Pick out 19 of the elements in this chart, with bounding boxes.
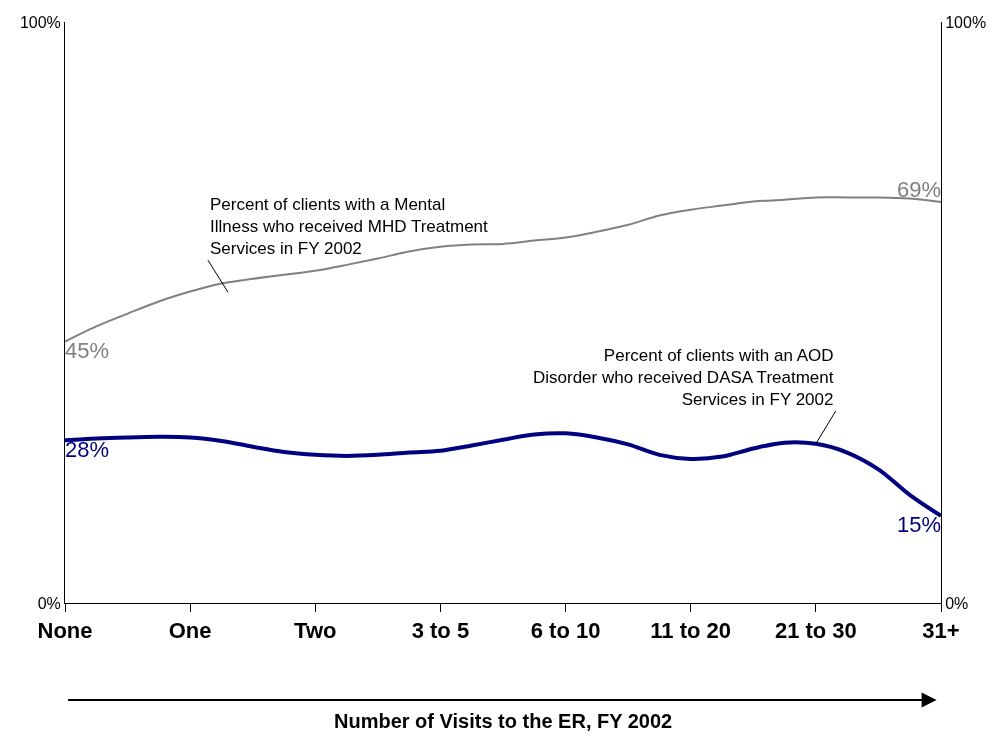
annotation: Percent of clients with a Mental Illness who received MHD Treatment Services in FY 2002 bbox=[210, 195, 489, 259]
x-tick-label: 11 to 20 bbox=[650, 618, 732, 644]
data-label: 15% bbox=[896, 512, 941, 538]
y2-tick-label: 100% bbox=[19, 13, 61, 31]
x-tick-label: One bbox=[168, 618, 212, 644]
data-label: 45% bbox=[65, 338, 110, 364]
data-label: 69% bbox=[896, 176, 941, 202]
x-tick-label: 6 to 10 bbox=[530, 618, 601, 644]
x-tick-label: None bbox=[37, 618, 93, 644]
annotation: Percent of clients with an AOD Disorder who received DASA Treatment Services in FY 2002 bbox=[533, 346, 834, 410]
line-series bbox=[65, 431, 941, 518]
x-tick-label: Two bbox=[294, 618, 337, 644]
x-tick-label: 31+ bbox=[922, 618, 960, 644]
line-series bbox=[65, 196, 941, 343]
x-tick-label: 3 to 5 bbox=[411, 618, 470, 644]
data-label: 28% bbox=[65, 436, 110, 462]
x-axis-title: Number of Visits to the ER, FY 2002 bbox=[334, 710, 673, 732]
x-tick-label: 21 to 30 bbox=[774, 618, 857, 644]
y2-tick-label: 0% bbox=[37, 594, 61, 612]
